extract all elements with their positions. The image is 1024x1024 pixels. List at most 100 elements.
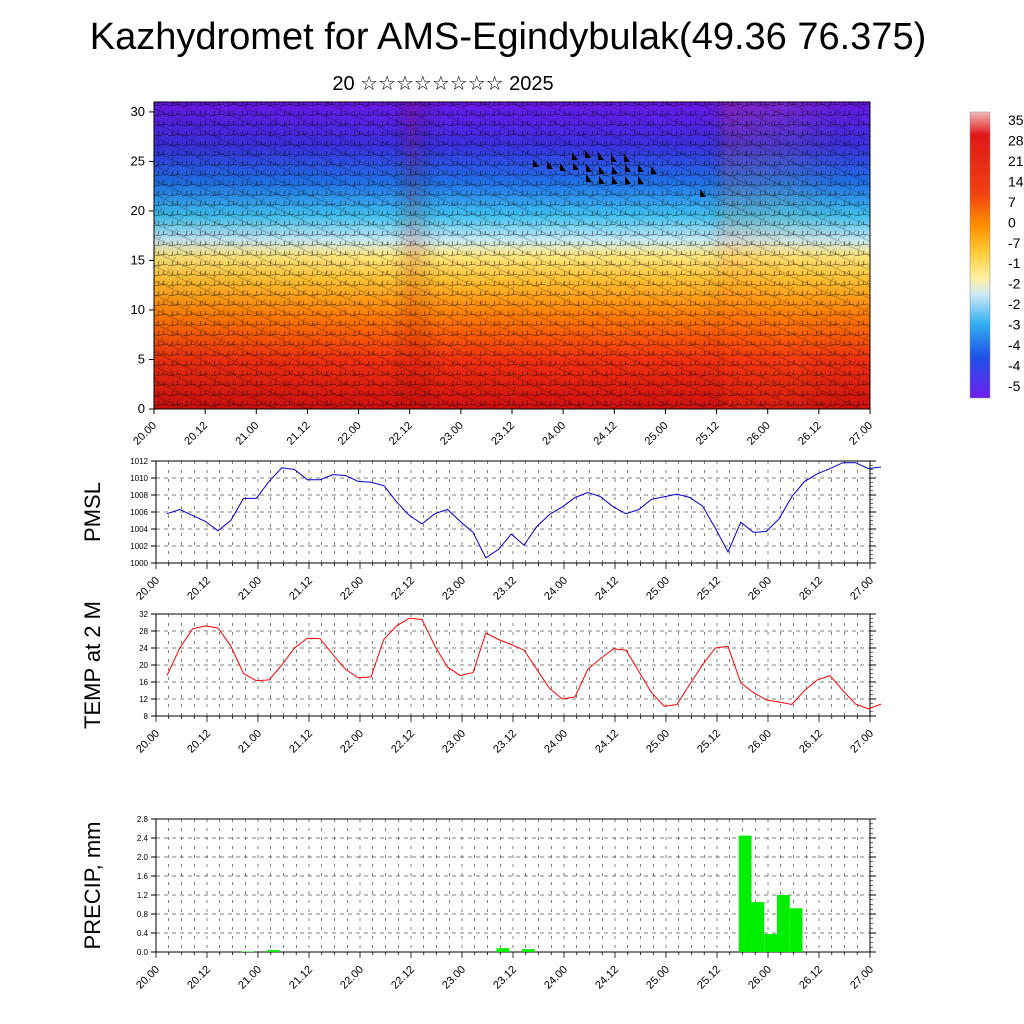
wind-flag <box>638 176 644 184</box>
xsec-xtick-label: 24.00 <box>540 420 568 448</box>
xtick-label: 26.12 <box>797 575 825 603</box>
wind-flag <box>624 154 630 162</box>
precip-bar <box>738 835 752 952</box>
colorbar-label: -3 <box>1008 317 1021 333</box>
xsec-ytick-label: 5 <box>138 351 145 366</box>
wind-flag <box>533 159 539 167</box>
ytick-label: 1004 <box>130 525 148 534</box>
precip-bar <box>751 902 765 952</box>
xsec-ytick-label: 25 <box>131 153 145 168</box>
xtick-label: 27.00 <box>848 964 876 992</box>
xtick-label: 21.00 <box>236 728 264 756</box>
ytick-label: 1000 <box>130 559 148 568</box>
ytick-label: 1012 <box>130 457 148 466</box>
ytick-label: 1010 <box>130 474 148 483</box>
xtick-label: 21.00 <box>236 575 264 603</box>
xsec-xtick-label: 23.12 <box>489 420 517 448</box>
xtick-label: 24.00 <box>542 728 570 756</box>
xsec-ytick-label: 30 <box>131 104 145 119</box>
colorbar-label: 14 <box>1008 173 1024 189</box>
xsec-xtick-label: 23.00 <box>438 420 466 448</box>
xtick-label: 25.12 <box>695 728 723 756</box>
xtick-label: 21.12 <box>287 964 315 992</box>
precip-bar <box>777 895 790 952</box>
ytick-label: 2.8 <box>137 815 149 824</box>
ytick-label: 12 <box>139 695 148 704</box>
wind-flags <box>533 150 706 197</box>
xtick-label: 24.12 <box>593 575 621 603</box>
xtick-label: 20.12 <box>185 964 213 992</box>
xsec-xtick-label: 26.12 <box>796 420 824 448</box>
xsec-xtick-label: 21.12 <box>285 420 313 448</box>
xtick-label: 25.00 <box>644 728 672 756</box>
wind-flag <box>651 166 657 174</box>
ytick-label: 1.6 <box>137 872 149 881</box>
ytick-label: 2.0 <box>137 853 149 862</box>
ytick-label: 1.2 <box>137 891 149 900</box>
xsec-xtick-label: 22.00 <box>336 420 364 448</box>
xtick-label: 22.00 <box>338 575 366 603</box>
ytick-label: 28 <box>139 627 148 636</box>
colorbar-label: 35 <box>1008 112 1024 128</box>
wind-flag <box>573 162 579 170</box>
xsec-ytick-label: 10 <box>131 302 145 317</box>
xtick-label: 24.00 <box>542 964 570 992</box>
ytick-label: 1002 <box>130 542 148 551</box>
series-line <box>166 462 882 559</box>
xtick-label: 20.12 <box>185 728 213 756</box>
ytick-label: 1008 <box>130 491 148 500</box>
ytick-label: 8 <box>144 712 149 721</box>
xsec-ytick-label: 15 <box>131 252 145 267</box>
colorbar-labels: 35 28 21 14 7 0 -7 -1 -2 -2 -3 -4 -4 -5 <box>1008 112 1024 394</box>
xsec-xtick-label: 20.12 <box>182 420 210 448</box>
wind-flag <box>572 152 578 160</box>
xsec-xtick-label: 27.00 <box>847 420 875 448</box>
colorbar-gradient <box>969 111 991 399</box>
colorbar-label: -7 <box>1008 235 1021 251</box>
colorbar-label: 7 <box>1008 194 1016 210</box>
xtick-label: 22.12 <box>389 728 417 756</box>
xtick-label: 23.00 <box>440 728 468 756</box>
xtick-label: 25.00 <box>644 964 672 992</box>
xtick-label: 26.00 <box>746 964 774 992</box>
colorbar-label: -5 <box>1008 378 1021 394</box>
colorbar-label: -4 <box>1008 337 1021 353</box>
wind-flag <box>625 164 631 172</box>
precip-bar <box>789 908 803 952</box>
chart-title: Kazhydromet for AMS-Egindybulak(49.36 76… <box>89 16 927 58</box>
series-line <box>166 617 882 710</box>
colorbar-label: -2 <box>1008 296 1021 312</box>
temperature-panel: 8 12 16 20 24 28 32 20.00 20.12 21.00 21.12 22.00 22… <box>80 601 882 756</box>
xtick-label: 22.00 <box>338 964 366 992</box>
wind-flag <box>611 154 617 162</box>
xtick-label: 20.00 <box>134 575 162 603</box>
ytick-label: 32 <box>139 610 148 619</box>
xtick-label: 26.00 <box>746 575 774 603</box>
xtick-label: 24.12 <box>593 964 621 992</box>
xtick-label: 23.12 <box>491 575 519 603</box>
precip-bar <box>764 933 777 952</box>
wind-flag <box>612 176 618 184</box>
wind-flag <box>625 176 631 184</box>
ytick-label: 20 <box>139 661 148 670</box>
precip-bar <box>522 949 535 952</box>
xtick-label: 23.12 <box>491 964 519 992</box>
ytick-label: 1006 <box>130 508 148 517</box>
panel-ylabel: TEMP at 2 M <box>80 601 105 729</box>
xtick-label: 21.00 <box>236 964 264 992</box>
xsec-xtick-label: 24.12 <box>591 420 619 448</box>
xtick-label: 21.12 <box>287 575 315 603</box>
xsec-xtick-label: 22.12 <box>387 420 415 448</box>
wind-flag <box>599 166 605 174</box>
xtick-label: 25.12 <box>695 575 723 603</box>
xsec-ytick-label: 20 <box>131 203 145 218</box>
cross-section-y-axis: 0 5 10 15 20 25 30 <box>131 104 154 416</box>
ytick-label: 16 <box>139 678 148 687</box>
xtick-label: 26.00 <box>746 728 774 756</box>
colorbar-label: 21 <box>1008 153 1024 169</box>
panel-ylabel: PMSL <box>80 482 105 542</box>
xsec-xtick-label: 20.00 <box>131 420 159 448</box>
xtick-label: 26.12 <box>797 728 825 756</box>
xtick-label: 21.12 <box>287 728 315 756</box>
